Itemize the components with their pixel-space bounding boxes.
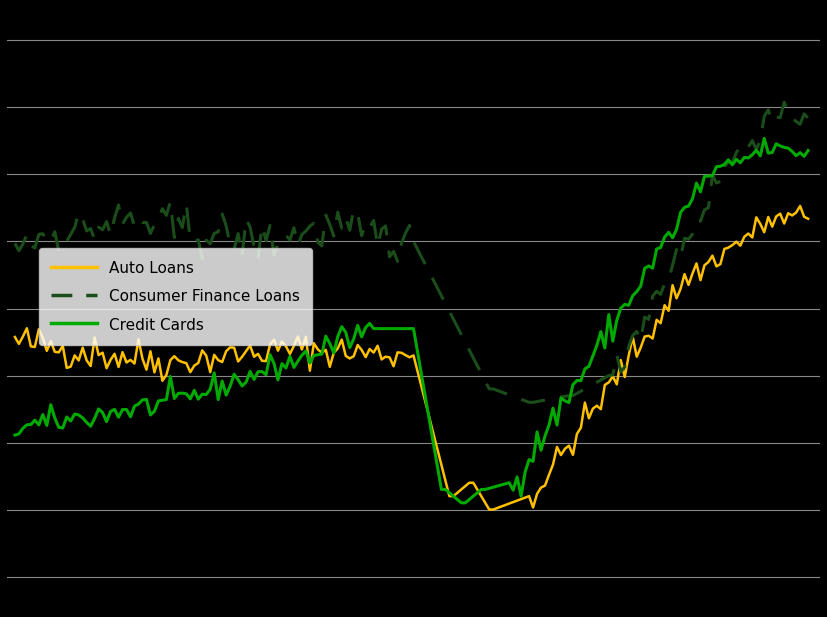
- Legend: Auto Loans, Consumer Finance Loans, Credit Cards: Auto Loans, Consumer Finance Loans, Cred…: [39, 248, 313, 345]
